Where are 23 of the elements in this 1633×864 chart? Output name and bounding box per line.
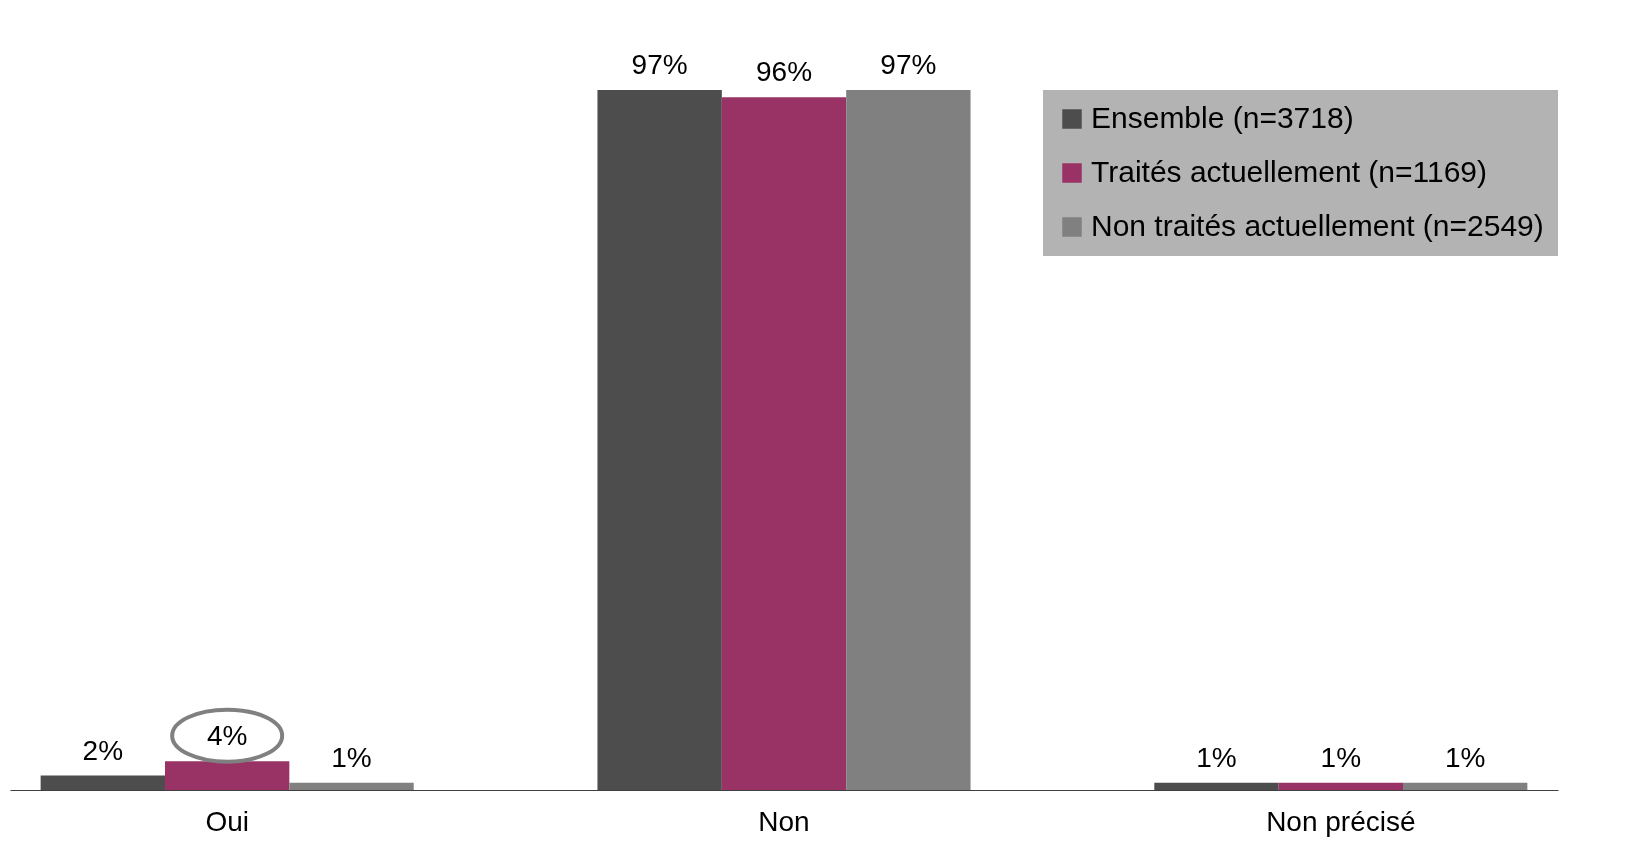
- bar: [721, 97, 847, 790]
- data-label: 1%: [1320, 741, 1362, 773]
- x-tick-label: Non précisé: [1266, 805, 1416, 837]
- data-label: 96%: [755, 56, 813, 88]
- bar: [289, 782, 414, 790]
- data-label: 1%: [331, 741, 372, 773]
- bar: [1154, 782, 1279, 790]
- bar: [1403, 782, 1528, 790]
- bar: [597, 90, 722, 790]
- bar: [846, 90, 971, 790]
- legend-label: Traités actuellement (n=1169): [1091, 155, 1488, 188]
- data-label: 2%: [82, 734, 124, 766]
- bar: [1278, 782, 1404, 790]
- x-tick-label: Oui: [205, 805, 249, 837]
- legend-label: Non traités actuellement (n=2549): [1091, 209, 1544, 242]
- data-label: 1%: [1196, 741, 1237, 773]
- data-label: 97%: [880, 49, 937, 80]
- data-label: 97%: [631, 49, 688, 80]
- legend-label: Ensemble (n=3718): [1091, 101, 1354, 134]
- data-label: 1%: [1444, 741, 1486, 773]
- bar: [40, 775, 165, 790]
- x-tick-label: Non: [758, 805, 810, 837]
- data-label: 4%: [206, 720, 248, 752]
